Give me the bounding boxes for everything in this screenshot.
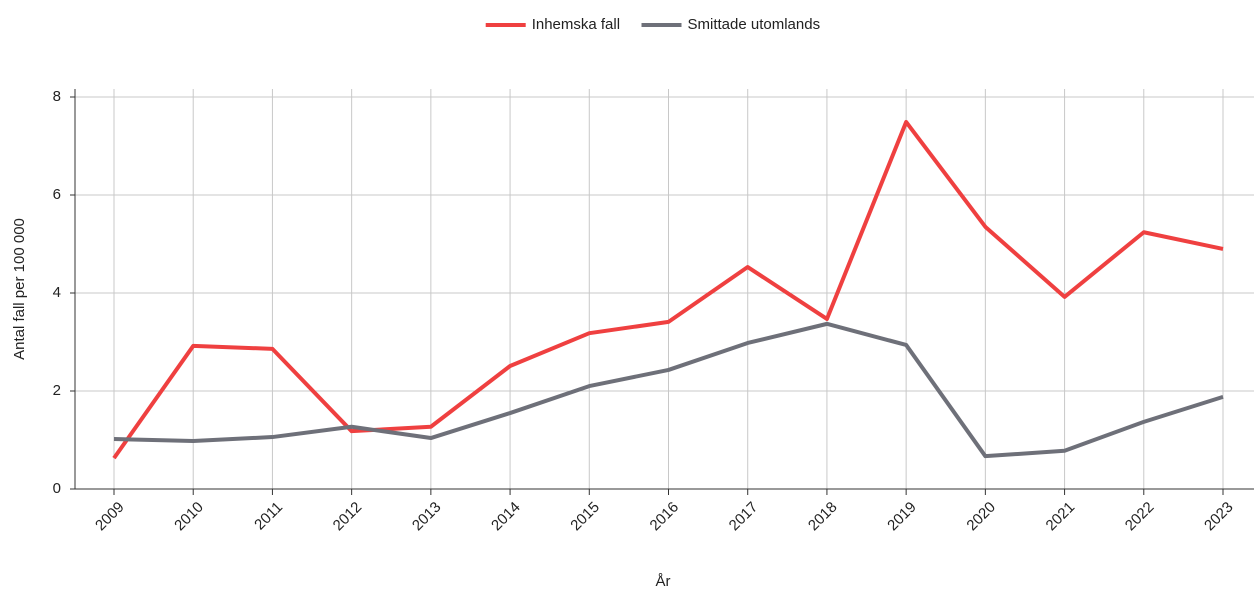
x-tick-label: 2020 bbox=[963, 499, 999, 535]
y-axis-title: Antal fall per 100 000 bbox=[11, 218, 28, 360]
y-tick-label: 0 bbox=[53, 480, 61, 497]
x-tick-label: 2014 bbox=[488, 499, 524, 535]
y-tick-label: 4 bbox=[53, 284, 61, 301]
x-tick-label: 2011 bbox=[251, 499, 286, 534]
legend-label: Inhemska fall bbox=[532, 16, 620, 33]
legend-label: Smittade utomlands bbox=[688, 16, 821, 33]
y-tick-label: 6 bbox=[53, 186, 61, 203]
x-tick-label: 2018 bbox=[805, 499, 841, 535]
series-line bbox=[112, 119, 1224, 460]
x-tick-label: 2019 bbox=[884, 499, 920, 535]
x-tick-label: 2015 bbox=[567, 499, 603, 535]
x-tick-label: 2021 bbox=[1043, 499, 1079, 535]
x-tick-label: 2023 bbox=[1201, 499, 1237, 535]
x-tick-label: 2017 bbox=[726, 499, 762, 535]
x-tick-label: 2013 bbox=[409, 499, 445, 535]
x-tick-label: 2009 bbox=[92, 499, 128, 535]
y-tick-label: 8 bbox=[53, 88, 61, 105]
x-axis-title: År bbox=[656, 573, 671, 589]
x-tick-label: 2010 bbox=[171, 499, 207, 535]
x-tick-label: 2016 bbox=[647, 499, 683, 535]
y-tick-label: 2 bbox=[53, 382, 61, 399]
x-tick-label: 2012 bbox=[330, 499, 366, 535]
series-line bbox=[113, 321, 1224, 459]
x-tick-label: 2022 bbox=[1122, 499, 1158, 535]
